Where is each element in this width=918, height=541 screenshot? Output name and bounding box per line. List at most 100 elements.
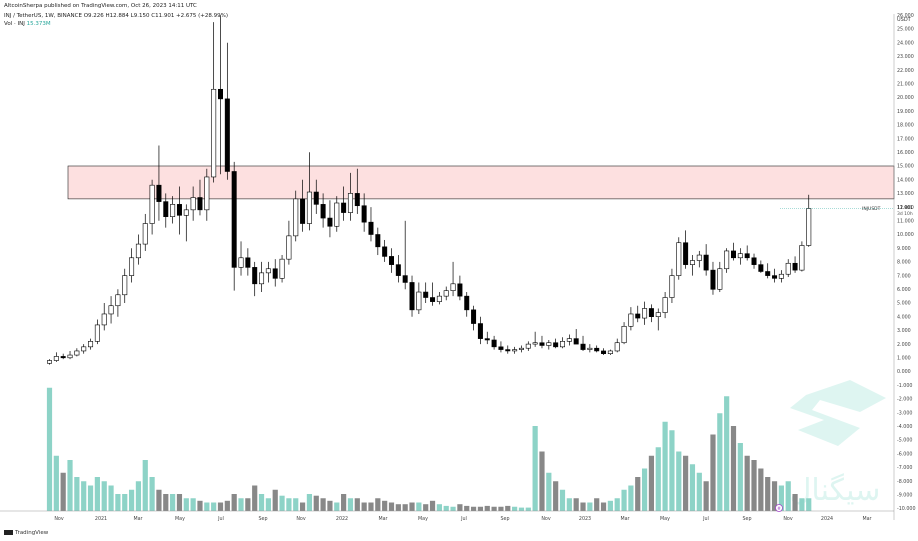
volume-bar [525,507,531,511]
candle [635,305,641,323]
candle [74,348,80,357]
price-tick-label: 0.000 [897,369,911,375]
volume-bar [217,502,224,511]
volume-bar [792,494,798,511]
last-price-symbol: INJUSDT [862,206,881,212]
price-axis[interactable]: 26.000 25.000 24.000 23.000 22.000 21.000 20.0… [897,13,916,512]
volume-bar [170,494,176,511]
candle [464,292,470,317]
volume-bar [689,464,696,511]
volume-bar [252,485,258,511]
candle [730,242,736,261]
candle [108,296,114,324]
last-price-value: 11.901 [897,205,913,211]
volume-bar [299,502,306,511]
symbol-name[interactable]: INJ / TetherUS, 1W, BINANCE [4,13,82,19]
volume-bar [751,460,757,511]
candle [580,335,586,351]
candle [115,289,121,317]
candle [505,345,511,354]
volume-bar [272,489,278,511]
candle [758,260,764,273]
candle [81,344,87,354]
candle [327,200,333,238]
price-tick-label: 7.000 [897,273,911,279]
tradingview-logo-icon [4,530,13,535]
candle [806,194,812,247]
candle [300,179,306,232]
volume-bar [662,421,668,511]
time-tick-label: Sep [742,516,751,522]
volume-bar [436,504,442,511]
event-marker-icon [775,504,783,512]
axes: USDT [0,14,912,520]
volume-bar [87,485,94,511]
candle [655,308,661,331]
volume-bar [587,502,593,511]
volume-bar [211,502,217,511]
candle [94,319,100,345]
candle [101,303,107,331]
volume-bar [347,498,354,511]
volume-bar [429,500,436,511]
candle [395,255,401,283]
volume-bar [778,485,784,511]
volume-bar [388,502,395,511]
time-tick-label: Sep [258,516,267,522]
price-tick-label: 24.000 [897,40,914,46]
volume-bar [553,481,559,511]
time-tick-label: May [418,516,428,522]
volume-bar [190,498,196,511]
candle [347,172,353,221]
volume-bar [799,498,805,511]
candle [696,250,702,268]
candle [204,168,210,221]
price-tick-label: 1.000 [897,356,911,362]
price-tick-label: 19.000 [897,109,914,115]
volume-bar [231,494,237,511]
price-tick-label: 3.000 [897,328,911,334]
volume-bar [327,500,333,511]
event-marker[interactable]: # [775,504,783,513]
candle [218,15,224,175]
price-tick-label: -2.000 [897,397,912,403]
candle [573,329,579,345]
candle [457,275,463,301]
candle [334,196,340,232]
candle [512,346,518,354]
volume-bar [204,502,210,511]
candle [799,241,805,272]
volume-bar [306,494,313,511]
volume-bar [108,485,114,511]
volume-bar [361,502,367,511]
candle [224,42,230,180]
candle [135,234,141,265]
volume-bar [744,455,750,511]
time-tick-label: Jul [217,516,224,522]
volume-bar [573,498,579,511]
volume-bar [539,451,545,511]
candle [785,259,791,277]
volume-bar [60,472,66,511]
candle [498,341,504,353]
watermark-text: سیگنال [790,473,881,508]
time-tick-label: 2023 [579,516,591,522]
price-tick-label: 20.000 [897,95,914,101]
candle [183,204,189,242]
price-tick-label: 4.000 [897,314,911,320]
volume-bar [375,498,381,511]
last-price-countdown: 3d 10h [897,211,913,217]
volume-bar [265,498,271,511]
volume-bar [101,481,107,511]
volume-bar [128,489,135,511]
time-tick-label: Mar [620,516,629,522]
volume-bar [368,502,374,511]
volume-bar [224,500,230,511]
time-axis[interactable]: Nov 2021 Mar May Jul Sep Nov 2022 Mar May Jul Sep No… [54,516,871,522]
resistance-zone[interactable] [67,165,895,200]
price-tick-label: 18.000 [897,123,914,129]
candle [436,292,442,305]
candle [176,186,182,235]
candle [67,350,73,360]
